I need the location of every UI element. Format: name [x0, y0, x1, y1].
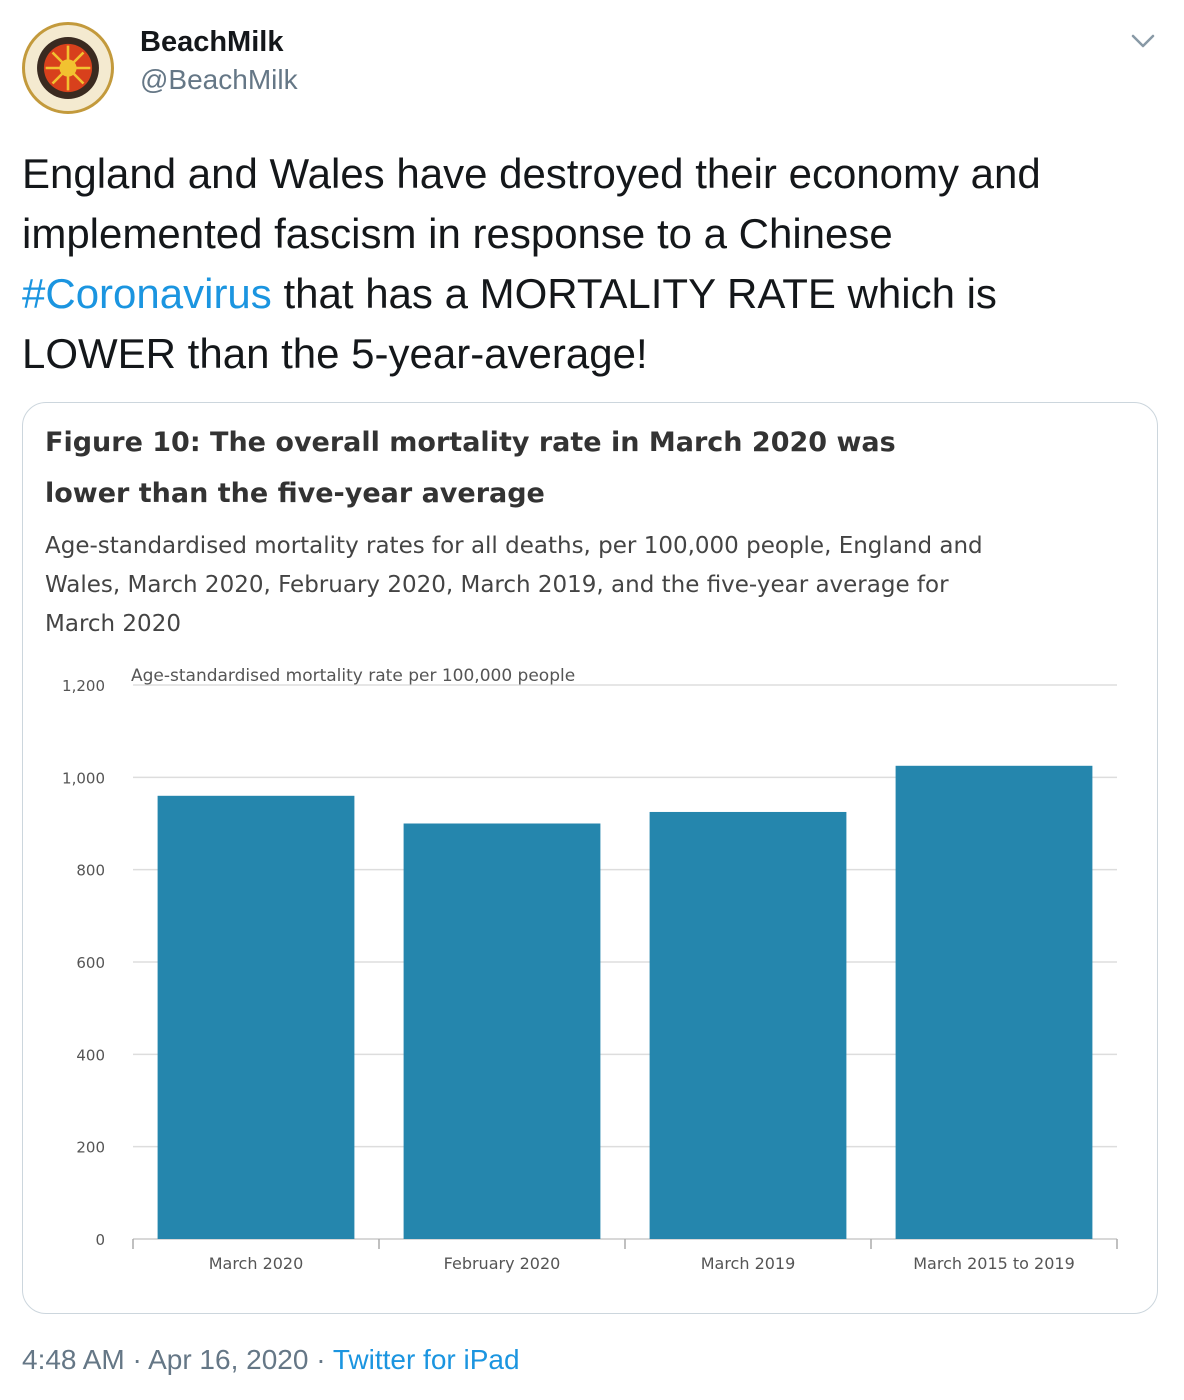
- tweet-date[interactable]: Apr 16, 2020: [148, 1344, 309, 1375]
- media-card[interactable]: Figure 10: The overall mortality rate in…: [22, 402, 1158, 1314]
- tweet-text: England and Wales have destroyed their e…: [22, 144, 1152, 384]
- bar-chart: 0 200 400 600 800 1,000 1,200 Age-standardised …: [62, 666, 1118, 1273]
- tweet-metadata: 4:48 AM · Apr 16, 2020 · Twitter for iPa…: [22, 1344, 520, 1376]
- tweet-source-link[interactable]: Twitter for iPad: [332, 1344, 520, 1375]
- y-tick-label: 0: [95, 1231, 105, 1249]
- display-name[interactable]: BeachMilk: [140, 26, 284, 58]
- figure-title: Figure 10: The overall mortality rate in…: [45, 427, 896, 509]
- y-tick-label: 400: [76, 1046, 105, 1064]
- y-tick-label: 1,200: [62, 677, 105, 695]
- figure-subtitle: Age-standardised mortality rates for all…: [45, 533, 983, 637]
- x-tick-label: March 2015 to 2019: [913, 1254, 1075, 1273]
- bar: [403, 823, 601, 1239]
- avatar[interactable]: [22, 22, 114, 114]
- meta-separator: ·: [124, 1344, 149, 1375]
- tweet-text-part: that has a MORTALITY RATE which is LOWER…: [22, 270, 997, 377]
- y-tick-label: 200: [76, 1139, 105, 1157]
- tweet-time[interactable]: 4:48 AM: [22, 1344, 125, 1375]
- y-tick-label: 1,000: [62, 769, 105, 787]
- sun-emblem-avatar-icon: [26, 26, 110, 110]
- y-tick-label: 800: [76, 862, 105, 880]
- x-tick-label: February 2020: [444, 1254, 561, 1273]
- hashtag-link[interactable]: #Coronavirus: [22, 270, 272, 317]
- user-handle[interactable]: @BeachMilk: [140, 64, 298, 95]
- meta-separator: ·: [308, 1344, 333, 1375]
- x-tick-label: March 2019: [701, 1254, 796, 1273]
- bar: [895, 765, 1093, 1239]
- more-options-button[interactable]: [1126, 26, 1160, 56]
- tweet-text-part: England and Wales have destroyed their e…: [22, 150, 1041, 257]
- bar: [157, 795, 355, 1239]
- chevron-down-icon: [1131, 34, 1155, 48]
- bar: [649, 811, 847, 1239]
- y-axis-label: Age-standardised mortality rate per 100,…: [131, 666, 575, 686]
- x-tick-label: March 2020: [209, 1254, 304, 1273]
- y-tick-label: 600: [76, 954, 105, 972]
